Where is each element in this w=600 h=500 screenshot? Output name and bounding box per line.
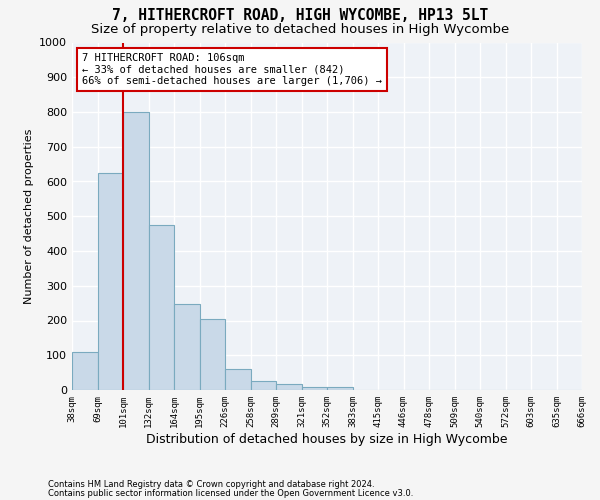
Bar bbox=[225, 369, 251, 390]
Y-axis label: Number of detached properties: Number of detached properties bbox=[23, 128, 34, 304]
Text: 7 HITHERCROFT ROAD: 106sqm
← 33% of detached houses are smaller (842)
66% of sem: 7 HITHERCROFT ROAD: 106sqm ← 33% of deta… bbox=[82, 53, 382, 86]
Bar bbox=[123, 112, 149, 390]
Text: Contains HM Land Registry data © Crown copyright and database right 2024.: Contains HM Land Registry data © Crown c… bbox=[48, 480, 374, 489]
Text: Size of property relative to detached houses in High Wycombe: Size of property relative to detached ho… bbox=[91, 22, 509, 36]
X-axis label: Distribution of detached houses by size in High Wycombe: Distribution of detached houses by size … bbox=[146, 432, 508, 446]
Bar bbox=[72, 352, 97, 390]
Text: 7, HITHERCROFT ROAD, HIGH WYCOMBE, HP13 5LT: 7, HITHERCROFT ROAD, HIGH WYCOMBE, HP13 … bbox=[112, 8, 488, 22]
Bar bbox=[97, 173, 123, 390]
Bar bbox=[199, 320, 225, 390]
Bar bbox=[174, 304, 199, 390]
Bar bbox=[149, 225, 174, 390]
Text: Contains public sector information licensed under the Open Government Licence v3: Contains public sector information licen… bbox=[48, 489, 413, 498]
Bar bbox=[251, 382, 276, 390]
Bar bbox=[302, 386, 327, 390]
Bar bbox=[327, 386, 353, 390]
Bar bbox=[276, 384, 302, 390]
